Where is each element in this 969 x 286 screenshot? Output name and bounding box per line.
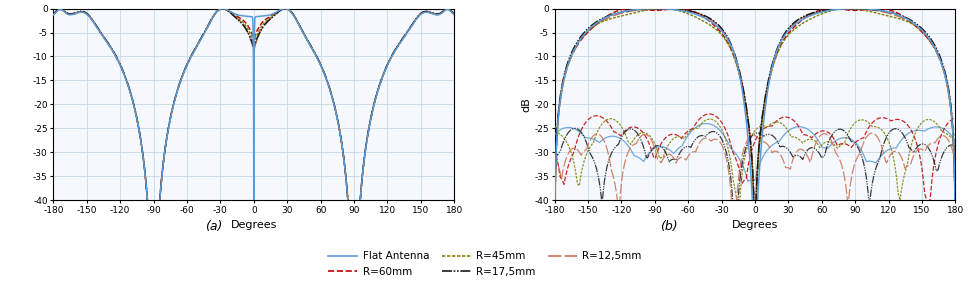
Y-axis label: dB: dB bbox=[521, 97, 531, 112]
X-axis label: Degrees: Degrees bbox=[231, 220, 277, 230]
Text: (b): (b) bbox=[660, 220, 677, 233]
X-axis label: Degrees: Degrees bbox=[731, 220, 777, 230]
Text: (a): (a) bbox=[204, 220, 222, 233]
Legend: Flat Antenna, R=60mm, R=45mm, R=17,5mm, R=12,5mm: Flat Antenna, R=60mm, R=45mm, R=17,5mm, … bbox=[324, 247, 645, 281]
